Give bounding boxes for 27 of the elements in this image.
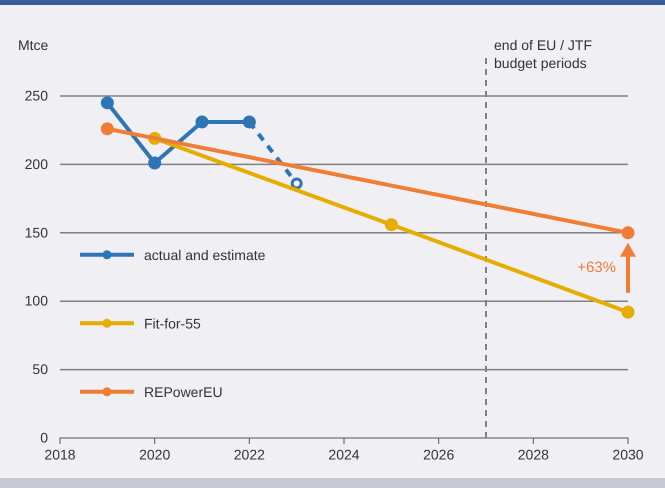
point xyxy=(100,96,114,110)
point xyxy=(100,122,114,136)
point xyxy=(622,226,634,240)
point xyxy=(148,156,162,170)
y-tick-label: 200 xyxy=(24,156,48,172)
legend-label: Fit-for-55 xyxy=(144,315,201,332)
y-tick-label: 0 xyxy=(40,429,48,446)
x-tick-label: 2020 xyxy=(139,446,170,463)
point xyxy=(196,115,208,128)
ref-line-label: end of EU / JTF budget periods xyxy=(494,37,592,71)
y-tick-label: 100 xyxy=(24,292,48,309)
x-tick-label: 2022 xyxy=(234,446,266,463)
point xyxy=(622,306,634,319)
x-tick-label: 2028 xyxy=(518,446,550,463)
legend-label: REPowerEU xyxy=(144,384,223,400)
y-tick-label: 50 xyxy=(32,361,48,378)
annotation: +63% xyxy=(577,258,616,276)
x-tick-label: 2018 xyxy=(44,446,76,463)
y-tick-label: 250 xyxy=(24,87,48,104)
x-tick-label: 2026 xyxy=(423,446,454,463)
y-tick-label: 150 xyxy=(24,224,48,240)
x-tick-label: 2030 xyxy=(612,446,644,463)
legend-label: actual and estimate xyxy=(144,246,266,263)
point xyxy=(384,218,398,232)
x-tick-label: 2024 xyxy=(328,446,360,463)
y-axis-title: Mtce xyxy=(18,37,49,53)
point xyxy=(290,178,303,190)
